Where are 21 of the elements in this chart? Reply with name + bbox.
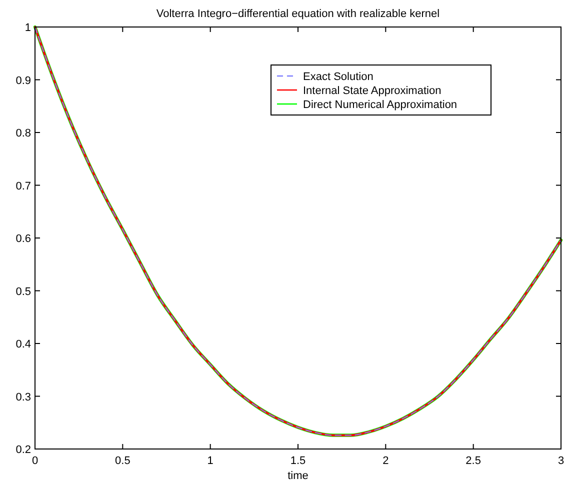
y-tick-label: 0.2	[16, 444, 31, 456]
x-tick-label: 3	[558, 455, 564, 467]
x-tick-label: 0	[32, 455, 38, 467]
x-tick-label: 0.5	[115, 455, 130, 467]
legend-label: Exact Solution	[303, 71, 374, 83]
y-tick-label: 0.6	[16, 233, 31, 245]
x-axis-title: time	[288, 470, 308, 482]
y-tick-label: 0.8	[16, 128, 31, 140]
legend-label: Internal State Approximation	[303, 85, 442, 97]
y-tick-label: 0.7	[16, 180, 31, 192]
x-tick-label: 2.5	[466, 455, 481, 467]
chart-title: Volterra Integro−differential equation with realizable kernel	[156, 8, 440, 20]
y-tick-label: 1	[24, 22, 31, 34]
x-tick-label: 1	[207, 455, 214, 467]
x-tick-label: 1.5	[290, 455, 306, 467]
y-tick-label: 0.5	[16, 286, 31, 298]
y-tick-label: 0.4	[16, 338, 31, 350]
y-tick-label: 0.9	[16, 74, 31, 87]
y-tick-label: 0.3	[16, 391, 31, 404]
x-tick-label: 2	[382, 455, 389, 467]
legend-label: Direct Numerical Approximation	[303, 99, 458, 111]
